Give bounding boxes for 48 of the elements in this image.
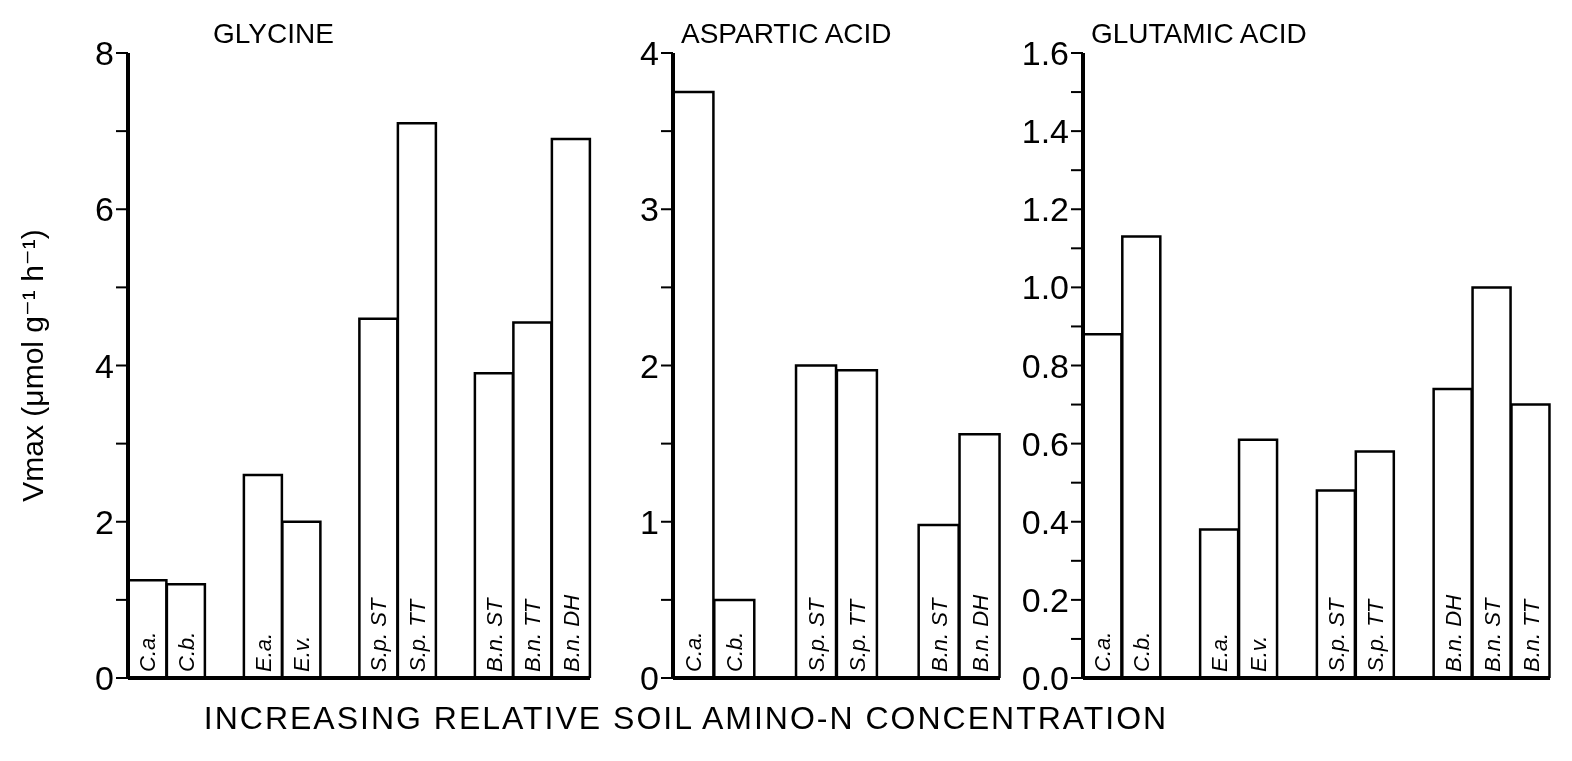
x-tick-label: B.n. TT bbox=[520, 598, 546, 672]
y-tick-label: 1.6 bbox=[1021, 34, 1069, 73]
y-tick-label: 3 bbox=[640, 190, 659, 229]
x-tick-label: E.v. bbox=[289, 635, 315, 672]
x-tick-label: S.p. TT bbox=[844, 598, 870, 672]
x-tick-label: B.n. DH bbox=[967, 594, 993, 672]
chart-title: GLYCINE bbox=[213, 18, 334, 50]
chart-title: ASPARTIC ACID bbox=[681, 18, 892, 50]
y-tick-label: 1 bbox=[640, 502, 659, 541]
x-tick-label: E.a. bbox=[1207, 632, 1233, 672]
x-tick-label: B.n. ST bbox=[481, 597, 507, 672]
x-tick-label: C.b. bbox=[722, 631, 748, 672]
x-tick-label: S.p. TT bbox=[1362, 598, 1388, 672]
y-tick-label: 2 bbox=[640, 346, 659, 385]
y-tick-label: 1.2 bbox=[1021, 190, 1069, 229]
y-tick-label: 6 bbox=[95, 190, 114, 229]
x-tick-label: B.n. TT bbox=[1518, 598, 1544, 672]
x-tick-label: C.b. bbox=[173, 631, 199, 672]
x-tick-label: B.n. ST bbox=[926, 597, 952, 672]
y-tick-label: 0 bbox=[640, 659, 659, 698]
x-axis-title: INCREASING RELATIVE SOIL AMINO-N CONCENTRATION bbox=[202, 700, 1170, 737]
x-tick-label: C.a. bbox=[1090, 631, 1116, 672]
x-tick-label: C.a. bbox=[135, 631, 161, 672]
y-tick-label: 0.6 bbox=[1021, 424, 1069, 463]
x-tick-label: S.p. ST bbox=[804, 597, 830, 672]
y-tick-label: 0.2 bbox=[1021, 580, 1069, 619]
x-tick-label: S.p. ST bbox=[366, 597, 392, 672]
x-tick-label: S.p. ST bbox=[1323, 597, 1349, 672]
chart-title: GLUTAMIC ACID bbox=[1091, 18, 1307, 50]
y-tick-label: 2 bbox=[95, 502, 114, 541]
x-tick-label: C.b. bbox=[1129, 631, 1155, 672]
x-tick-label: E.v. bbox=[1246, 635, 1272, 672]
x-tick-label: C.a. bbox=[681, 631, 707, 672]
y-tick-label: 1.4 bbox=[1021, 112, 1069, 151]
y-tick-label: 0.8 bbox=[1021, 346, 1069, 385]
y-tick-label: 0.0 bbox=[1021, 659, 1069, 698]
y-tick-label: 0.4 bbox=[1021, 502, 1069, 541]
y-tick-label: 4 bbox=[640, 34, 659, 73]
x-tick-label: E.a. bbox=[250, 632, 276, 672]
y-tick-label: 0 bbox=[95, 659, 114, 698]
x-tick-label: B.n. DH bbox=[1440, 594, 1466, 672]
x-tick-label: S.p. TT bbox=[404, 598, 430, 672]
y-tick-label: 8 bbox=[95, 34, 114, 73]
y-tick-label: 4 bbox=[95, 346, 114, 385]
y-tick-label: 1.0 bbox=[1021, 268, 1069, 307]
y-axis-title: Vmax (μmol g⁻¹ h⁻¹) bbox=[15, 229, 49, 502]
x-tick-label: B.n. ST bbox=[1479, 597, 1505, 672]
x-tick-label: B.n. DH bbox=[558, 594, 584, 672]
